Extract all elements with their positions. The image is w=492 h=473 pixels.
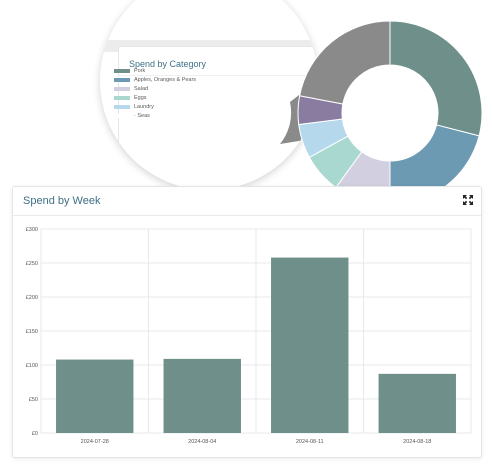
x-tick-label: 2024-08-11	[296, 439, 324, 445]
y-tick-label: £150	[26, 329, 38, 335]
spend-by-week-bar-chart: £0 £50 £100 £150 £200 £250 £300 2024-07-28 2024-…	[26, 227, 472, 445]
legend-label: Eggs	[134, 94, 147, 101]
legend-swatch	[114, 113, 130, 118]
legend-swatch	[114, 104, 130, 109]
legend-label: Apples, Oranges & Pears	[134, 76, 197, 83]
magnified-panel-title: Spend by Category	[129, 59, 207, 69]
legend-item: · Seas	[114, 111, 254, 120]
y-tick-label: £300	[26, 227, 38, 233]
legend-item: Pork	[114, 66, 254, 75]
y-tick-label: £0	[32, 431, 38, 437]
legend-swatch	[114, 77, 130, 82]
y-tick-label: £50	[29, 397, 38, 403]
donut-slice[interactable]	[299, 20, 391, 105]
legend-label: Pork	[134, 67, 146, 74]
spend-by-week-panel: Spend by Week £0 £50 £100 £150 £200 £250 £300 2…	[12, 186, 482, 458]
legend-label: · Seas	[134, 112, 150, 119]
x-tick-label: 2024-07-28	[81, 439, 109, 445]
bar[interactable]	[56, 359, 134, 433]
x-tick-label: 2024-08-04	[188, 439, 216, 445]
magnified-legend: Pork Apples, Oranges & Pears Salad Eggs Laun…	[114, 66, 254, 120]
magnified-category-chart: Spend by Category Pork Apples, Oranges & …	[100, 0, 318, 190]
y-tick-label: £250	[26, 261, 38, 267]
bar[interactable]	[378, 373, 456, 433]
y-tick-label: £100	[26, 363, 38, 369]
panel-title: Spend by Week	[23, 195, 101, 207]
legend-item: Apples, Oranges & Pears	[114, 75, 254, 84]
magnified-panel-divider	[119, 75, 318, 76]
legend-swatch	[114, 95, 130, 100]
legend-label: Salad	[134, 85, 149, 92]
legend-swatch	[114, 68, 130, 73]
x-tick-label: 2024-08-18	[403, 439, 431, 445]
legend-swatch	[114, 86, 130, 91]
bar[interactable]	[271, 257, 349, 433]
legend-item: Eggs	[114, 93, 254, 102]
expand-icon[interactable]	[463, 195, 473, 205]
legend-item: Laundry	[114, 102, 254, 111]
legend-item: Salad	[114, 84, 254, 93]
magnified-panel: Spend by Category	[118, 46, 318, 190]
donut-slice[interactable]	[389, 20, 483, 137]
legend-label: Laundry	[134, 103, 154, 110]
y-tick-label: £200	[26, 295, 38, 301]
panel-header: Spend by Week	[13, 187, 481, 216]
category-donut-chart	[297, 20, 483, 206]
bar[interactable]	[163, 358, 241, 433]
